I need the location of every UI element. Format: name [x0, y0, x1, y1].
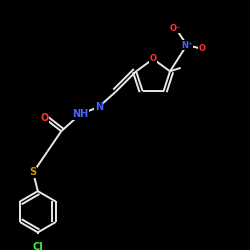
Text: N⁺: N⁺ — [181, 40, 192, 50]
Text: O: O — [198, 44, 205, 53]
Text: NH: NH — [72, 109, 88, 119]
Text: N: N — [95, 102, 103, 112]
Text: Cl: Cl — [32, 242, 43, 250]
Text: O⁻: O⁻ — [170, 24, 181, 33]
Text: O: O — [40, 113, 48, 123]
Text: O: O — [150, 54, 156, 64]
Text: S: S — [30, 168, 37, 177]
